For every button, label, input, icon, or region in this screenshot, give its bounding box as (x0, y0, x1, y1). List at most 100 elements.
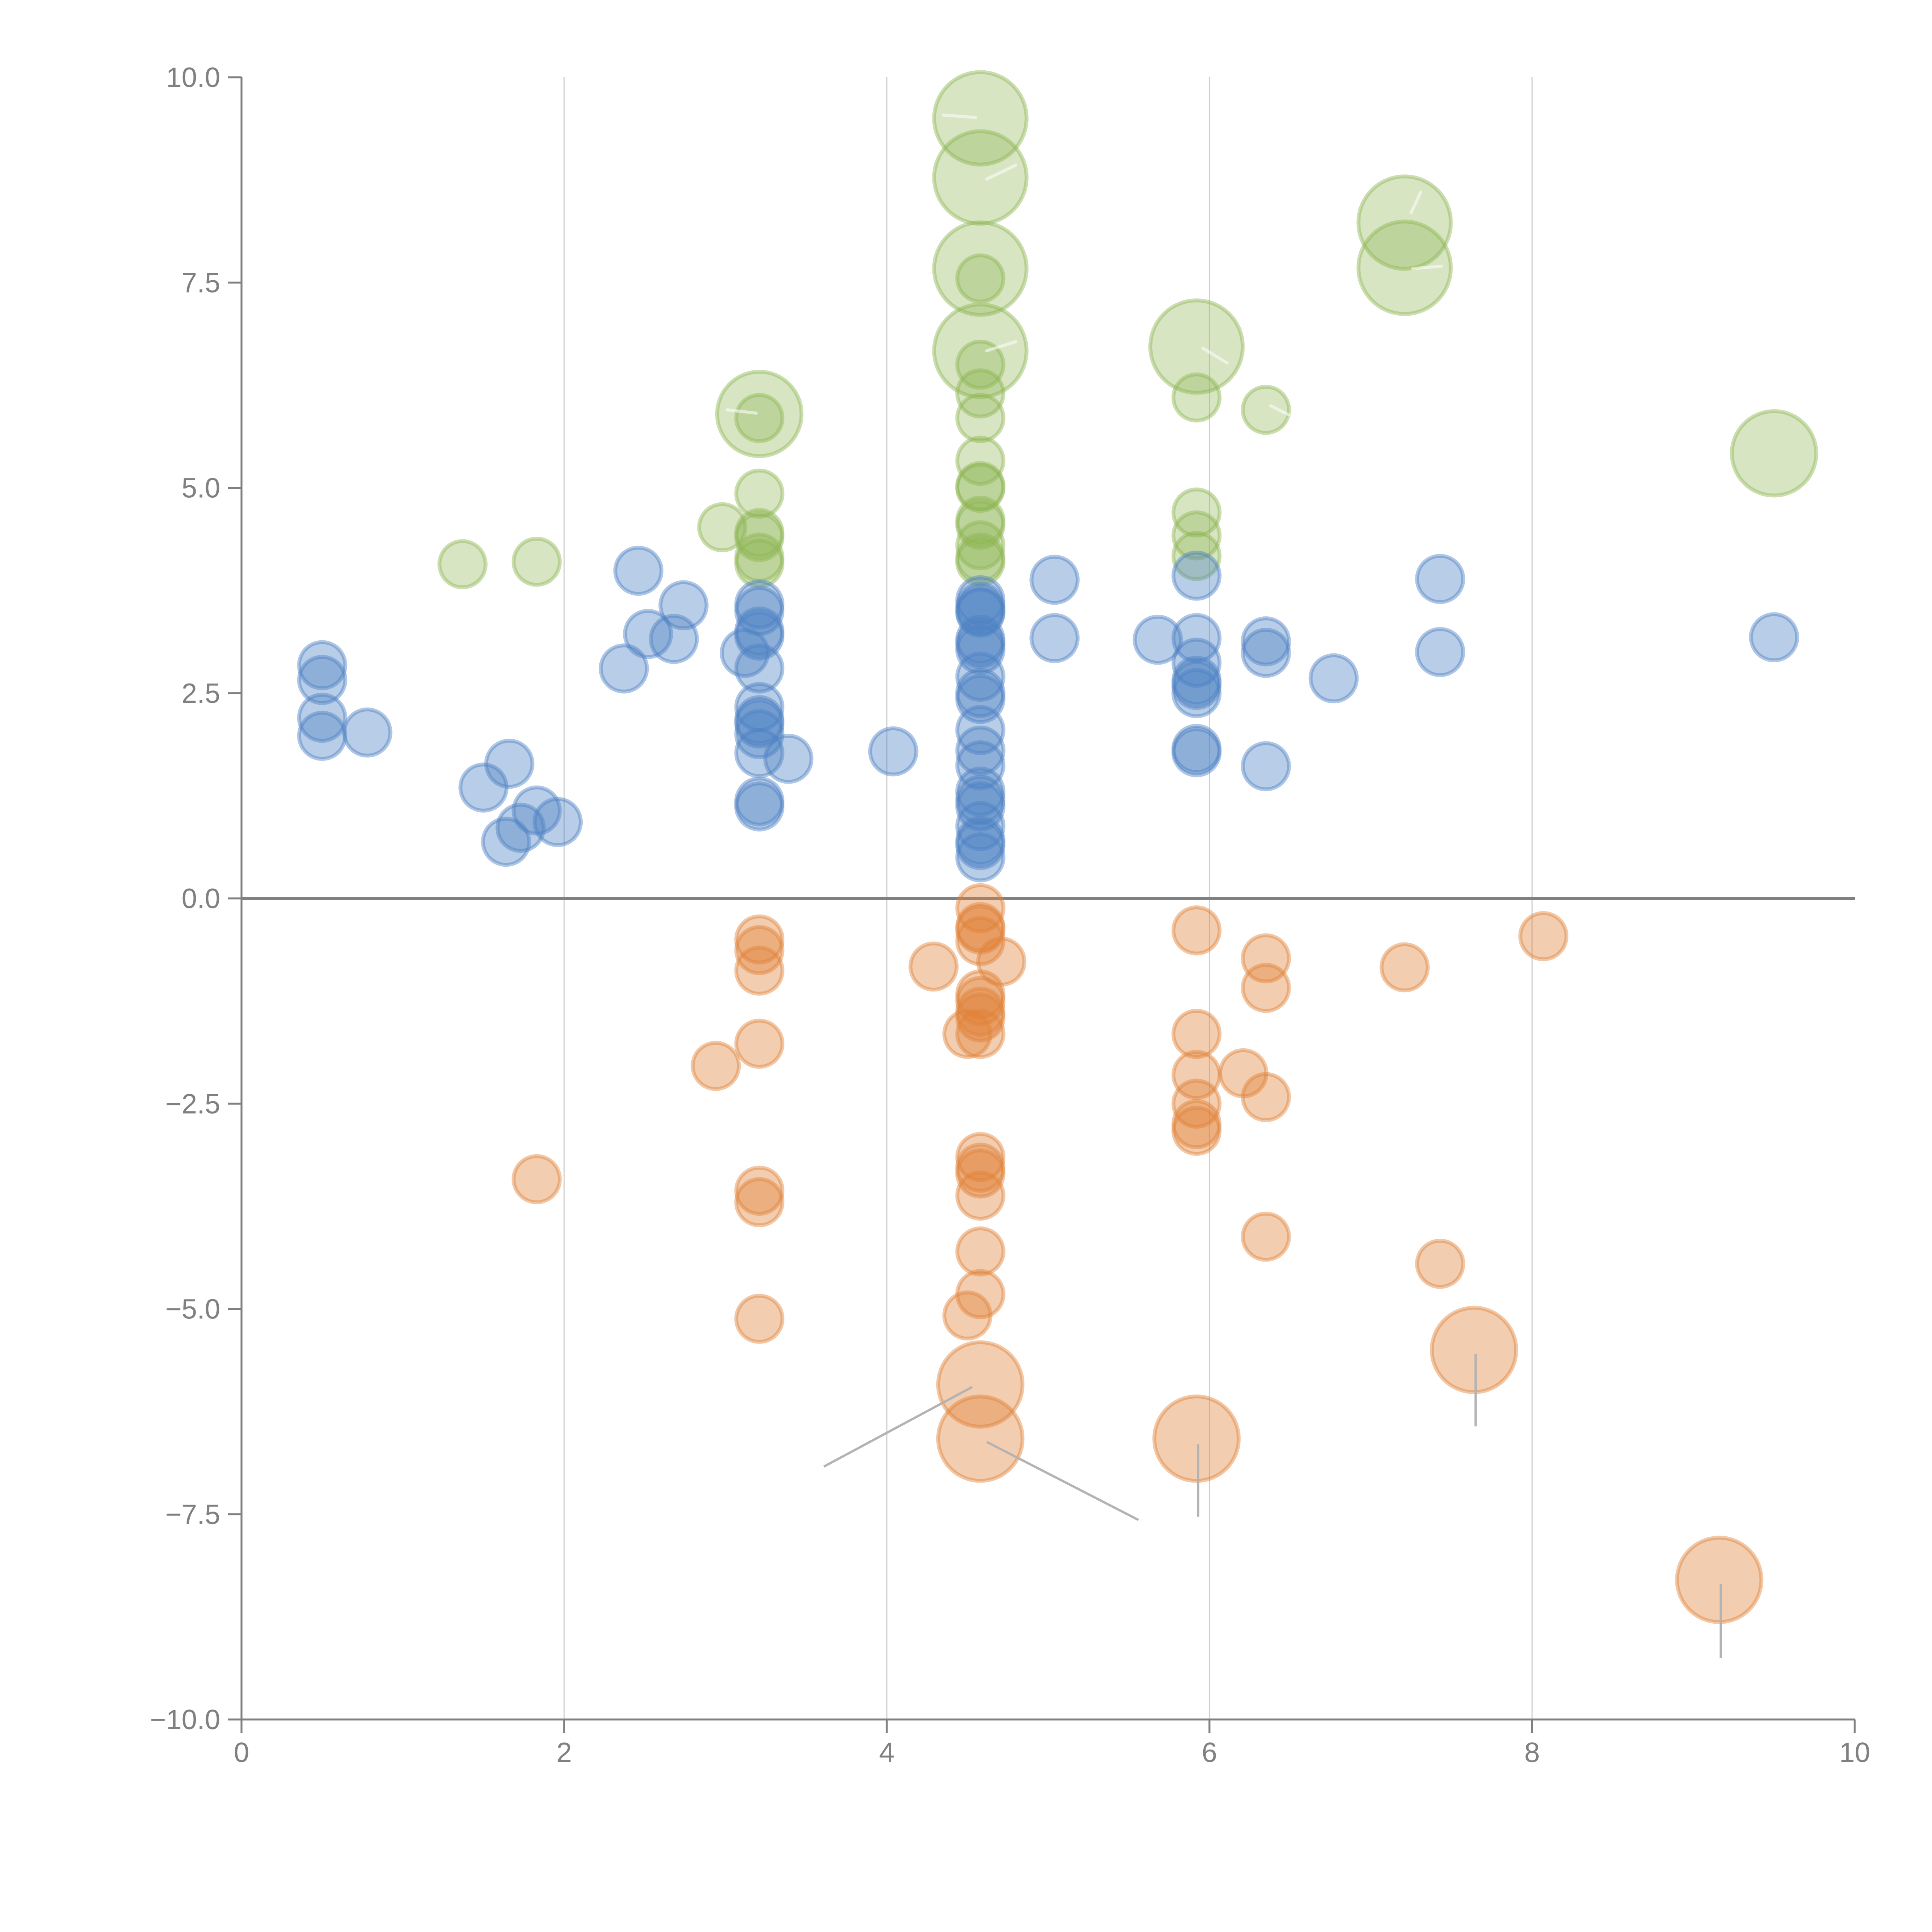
bubble-blue (1241, 741, 1291, 791)
bubble-green (1171, 531, 1222, 581)
bubble-orange (908, 941, 959, 992)
y-axis-ticks: 10.0 7.5 5.0 2.5 0.0 −2.5 −5.0 −7.5 −10.0 (150, 62, 242, 1735)
bubble-orange (734, 914, 784, 965)
bubble-blue (734, 695, 784, 745)
bubble-green (1171, 510, 1222, 561)
bubble-green (1356, 174, 1453, 271)
bubble-blue (955, 781, 1005, 832)
bubble-orange (955, 976, 1005, 1026)
y-tick-label: −2.5 (165, 1088, 220, 1119)
bubble-blue (1415, 554, 1465, 604)
bubble-blue (1749, 612, 1799, 663)
bubble-blue (719, 628, 770, 678)
bubble-blue (734, 709, 784, 759)
bubble-blue (955, 614, 1005, 665)
bubble-orange (734, 1019, 784, 1069)
bubble-orange (1241, 933, 1291, 983)
bubble-blue (297, 711, 347, 761)
bubble-blue (955, 587, 1005, 638)
bubble-blue (1171, 551, 1222, 601)
bubble-green (734, 512, 784, 562)
bubble-green (932, 303, 1029, 399)
bubble-blue (955, 820, 1005, 870)
bubble-blue (763, 733, 814, 784)
bubble-blue (734, 698, 784, 749)
bubble-green (734, 468, 784, 519)
bubble-blue (297, 640, 347, 690)
x-tick-label: 2 (556, 1737, 572, 1768)
bubble-green (734, 393, 784, 443)
bubble-orange (690, 1041, 741, 1091)
bubble-orange (1379, 942, 1430, 993)
bubble-orange (936, 1340, 1025, 1429)
bubble-blue (1171, 660, 1222, 710)
bubble-green (697, 502, 747, 553)
bubble-orange (1430, 1306, 1518, 1394)
bubble-blue (512, 785, 562, 836)
bubble-blue (955, 651, 1005, 702)
bubble-blue (1241, 628, 1291, 678)
bubble-blue (623, 609, 673, 659)
bubble-blue (734, 579, 784, 630)
bubble-blue (734, 781, 784, 832)
bubble-orange (1171, 1105, 1222, 1156)
y-tick-label: 0.0 (182, 883, 220, 914)
bubble-orange (1152, 1395, 1241, 1483)
bubble-green (955, 463, 1005, 513)
bubble-blue (649, 614, 699, 664)
bubble-blue (955, 624, 1005, 675)
bubble-orange (1518, 911, 1569, 961)
bubble-orange (955, 904, 1005, 955)
bubble-green (955, 461, 1005, 512)
bubble-blue (955, 673, 1005, 724)
leader-line-orange (823, 1386, 973, 1468)
leader-line-green (1201, 347, 1229, 365)
leader-lines (725, 113, 1722, 1658)
bubble-green (955, 495, 1005, 546)
bubble-blue (297, 692, 347, 743)
bubble-blue (613, 546, 663, 596)
bubble-blue (658, 580, 709, 631)
bubble-orange (955, 1143, 1005, 1193)
bubble-blue (1133, 614, 1183, 665)
bubble-green (1148, 298, 1245, 395)
bubbles (297, 70, 1818, 1624)
bubble-blue (1029, 554, 1080, 605)
bubble-orange (955, 992, 1005, 1043)
bubble-blue (734, 606, 784, 657)
bubble-green (955, 393, 1005, 443)
bubble-blue (1308, 653, 1359, 704)
bubble-orange (955, 1226, 1005, 1277)
x-tick-label: 6 (1202, 1737, 1217, 1768)
bubble-green (955, 532, 1005, 583)
y-tick-label: −7.5 (165, 1499, 220, 1530)
bubble-green (1241, 384, 1291, 435)
leader-line-green (985, 163, 1017, 181)
x-tick-label: 4 (879, 1737, 895, 1768)
bubble-blue (868, 726, 918, 777)
bubble-blue (734, 682, 784, 732)
bubble-orange (1171, 1078, 1222, 1129)
bubble-green (1171, 487, 1222, 538)
y-tick-label: 7.5 (182, 267, 220, 298)
bubble-orange (1675, 1536, 1764, 1624)
bubble-orange (734, 1294, 784, 1344)
bubble-blue (342, 707, 393, 758)
bubble-green (955, 253, 1005, 304)
bubble-blue (1171, 724, 1222, 774)
bubble-green (955, 435, 1005, 486)
bubble-blue (955, 582, 1005, 632)
bubble-blue (734, 586, 784, 636)
bubble-orange (734, 946, 784, 996)
leader-line-green (942, 113, 977, 119)
bubble-blue (955, 775, 1005, 825)
bubble-blue (734, 728, 784, 778)
bubble-orange (1218, 1048, 1269, 1099)
bubble-green (955, 520, 1005, 571)
bubble-green (734, 508, 784, 558)
bubble-orange (976, 936, 1027, 987)
bubble-orange (955, 1009, 1005, 1059)
bubble-orange (955, 902, 1005, 952)
bubble-green (715, 370, 804, 458)
